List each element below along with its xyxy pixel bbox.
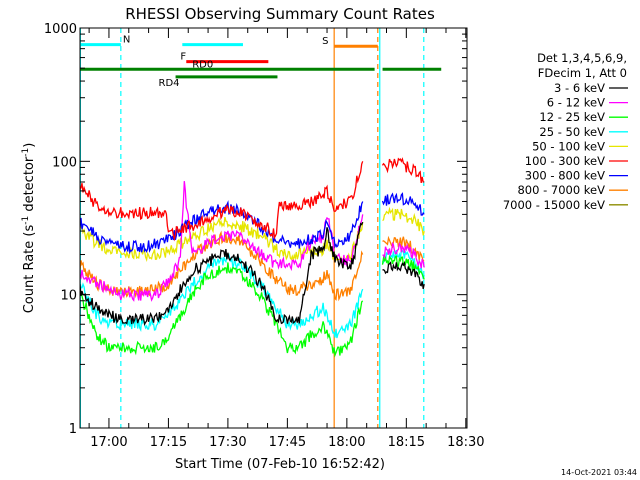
plot-frame [79,27,468,429]
y-tick-label: 1000 [44,22,77,37]
series-line-50to100keV-after [382,206,425,236]
series-line-300to800keV-after [381,192,425,216]
series-line-800to7000keV [80,230,364,302]
legend-label: 12 - 25 keV [539,110,605,124]
series-line-800to7000keV-after [382,235,425,263]
series-line-6to12keV-after [382,241,425,269]
generation-timestamp: 14-Oct-2021 03:44 [561,468,637,477]
legend-label: 25 - 50 keV [539,125,605,139]
flag-label-s: S [322,36,328,47]
x-tick-label: 17:15 [150,435,187,450]
series-line-100to300keV-after [381,157,425,184]
x-tick-label: 18:30 [447,435,484,450]
legend-label: 800 - 7000 keV [517,183,605,197]
x-axis-label: Start Time (07-Feb-10 16:52:42) [175,457,385,472]
legend-header-2: FDecim 1, Att 0 [538,66,627,80]
legend-header-1: Det 1,3,4,5,6,9, [537,51,627,65]
x-tick-label: 18:15 [388,435,425,450]
series-line-12to25keV [80,262,364,358]
series-line-3to6keV-after [382,260,425,290]
y-axis-label: Count Rate (s-1 detector-1) [21,143,37,314]
x-tick-label: 17:45 [269,435,306,450]
series-line-50to100keV [80,216,364,264]
chart-title: RHESSI Observing Summary Count Rates [125,5,435,23]
legend-label: 100 - 300 keV [525,154,605,168]
legend-label: 3 - 6 keV [554,81,605,95]
y-tick-label: 100 [52,155,77,170]
flag-label-rd4: RD4 [159,78,180,89]
flag-label-f: F [180,52,186,63]
series-line-3to6keV [80,221,364,326]
flag-label-rd0: RD0 [192,59,213,70]
legend-label: 50 - 100 keV [532,139,605,153]
flag-label-n: N [123,35,130,46]
y-tick-label: 1 [69,422,77,437]
legend-label: 7000 - 15000 keV [503,198,605,212]
legend-label: 6 - 12 keV [547,96,605,110]
x-tick-label: 17:30 [209,435,246,450]
series-line-300to800keV [80,200,364,255]
x-tick-label: 17:00 [90,435,127,450]
x-tick-label: 18:00 [328,435,365,450]
series-line-100to300keV [80,161,364,242]
legend-label: 300 - 800 keV [525,169,605,183]
y-tick-label: 10 [60,289,77,304]
